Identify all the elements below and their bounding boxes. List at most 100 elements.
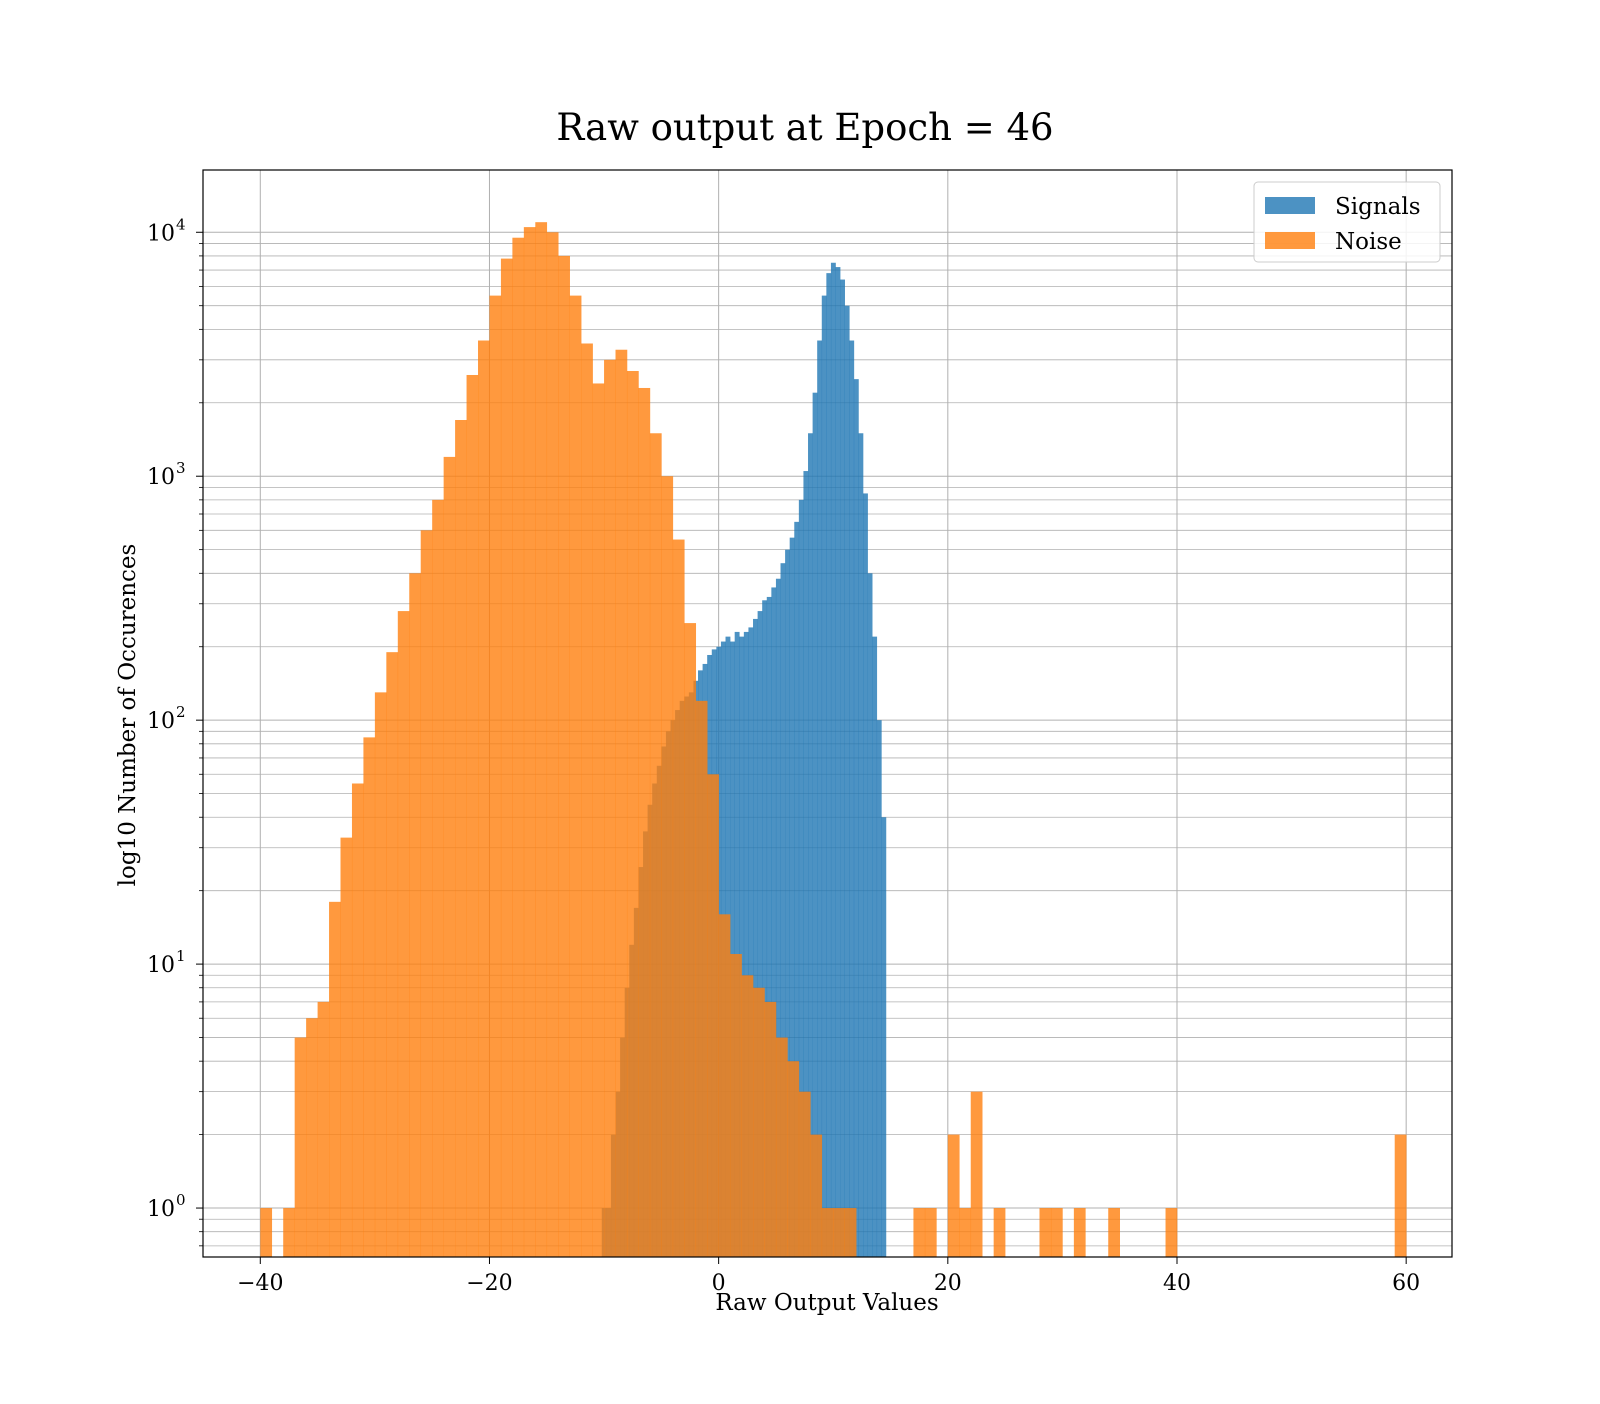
y-tick-label: 10 bbox=[147, 709, 175, 734]
histogram-bar bbox=[858, 433, 864, 1257]
histogram-bar bbox=[821, 1208, 834, 1257]
y-tick-exponent: 3 bbox=[176, 459, 186, 477]
legend-swatch-signals bbox=[1265, 197, 1315, 214]
histogram-bar bbox=[684, 623, 697, 1257]
histogram-bar bbox=[523, 227, 536, 1258]
y-tick-label: 10 bbox=[147, 221, 175, 246]
y-tick-label: 10 bbox=[147, 1197, 175, 1222]
histogram-bar bbox=[753, 987, 765, 1257]
histogram-bar bbox=[794, 521, 800, 1257]
histogram-bar bbox=[844, 1208, 857, 1257]
x-axis-label: Raw Output Values bbox=[715, 1290, 938, 1316]
y-axis-label: log10 Number of Occurences bbox=[115, 544, 141, 887]
legend-label-noise: Noise bbox=[1335, 229, 1402, 255]
histogram-bar bbox=[959, 1208, 972, 1257]
histogram-bar bbox=[947, 1134, 960, 1257]
histogram-bar bbox=[785, 549, 790, 1257]
histogram-bar bbox=[1039, 1208, 1052, 1257]
histogram-bar bbox=[762, 600, 768, 1257]
histogram-bar bbox=[808, 433, 813, 1257]
histogram-bar bbox=[626, 370, 639, 1257]
histogram-bar bbox=[757, 611, 763, 1257]
histogram-bar bbox=[730, 641, 735, 1257]
legend-swatch-noise bbox=[1265, 232, 1315, 249]
histogram-bar bbox=[397, 611, 410, 1257]
histogram-bar bbox=[833, 1208, 845, 1257]
x-tick-label: 20 bbox=[934, 1271, 962, 1296]
histogram-bar bbox=[592, 383, 605, 1257]
histogram-bar bbox=[306, 1018, 318, 1257]
histogram-bar bbox=[753, 618, 758, 1257]
histogram-bar bbox=[810, 1134, 823, 1257]
y-tick-exponent: 2 bbox=[176, 703, 186, 721]
histogram-bar bbox=[649, 433, 662, 1257]
histogram-bar bbox=[558, 255, 570, 1258]
chart-title: Raw output at Epoch = 46 bbox=[556, 106, 1053, 149]
histogram-bar bbox=[638, 387, 651, 1257]
y-tick-exponent: 1 bbox=[176, 947, 186, 965]
histogram-bar bbox=[317, 1001, 330, 1257]
histogram-bar bbox=[787, 1061, 800, 1257]
histogram-bar bbox=[1073, 1208, 1086, 1257]
histogram-bar bbox=[775, 578, 781, 1257]
histogram-bar bbox=[840, 279, 845, 1257]
histogram-bar bbox=[775, 1037, 788, 1257]
histogram-bar bbox=[581, 343, 593, 1258]
histogram-bar bbox=[993, 1208, 1006, 1257]
histogram-bar bbox=[546, 232, 559, 1257]
histogram-bar bbox=[844, 305, 850, 1257]
histogram-bar bbox=[363, 737, 376, 1257]
histogram-bar bbox=[924, 1208, 937, 1257]
histogram-bar bbox=[771, 587, 777, 1257]
histogram-bar bbox=[867, 573, 873, 1257]
histogram-bar bbox=[863, 493, 868, 1257]
x-tick-label: −40 bbox=[237, 1271, 283, 1296]
histogram-bar bbox=[789, 537, 795, 1257]
histogram-bar bbox=[432, 499, 444, 1258]
histogram-bar bbox=[803, 471, 809, 1257]
x-tick-label: 0 bbox=[712, 1271, 726, 1296]
histogram-bar bbox=[748, 627, 754, 1257]
histogram-bar bbox=[351, 783, 364, 1257]
histogram-bar bbox=[695, 700, 708, 1257]
histogram-bar bbox=[535, 222, 548, 1257]
x-tick-label: 60 bbox=[1392, 1271, 1420, 1296]
histogram-bar bbox=[743, 631, 749, 1257]
histogram-bar bbox=[764, 1001, 777, 1257]
histogram-bar bbox=[830, 262, 836, 1257]
legend: Signals Noise bbox=[1253, 181, 1441, 263]
histogram-bar bbox=[741, 975, 754, 1257]
histogram-bar bbox=[294, 1037, 307, 1257]
histogram-bar bbox=[420, 530, 433, 1257]
plot-frame bbox=[202, 169, 1453, 1258]
histogram-bar bbox=[512, 237, 525, 1257]
histogram-bars bbox=[260, 222, 1407, 1258]
histogram-bar bbox=[812, 392, 818, 1257]
histogram-bar bbox=[734, 631, 740, 1257]
histogram-bar bbox=[739, 636, 745, 1257]
y-tick-label: 10 bbox=[147, 953, 175, 978]
histogram-bar bbox=[913, 1208, 926, 1257]
histogram-bar bbox=[386, 652, 399, 1257]
histogram-bar bbox=[849, 340, 855, 1257]
histogram-bar bbox=[730, 954, 742, 1257]
histogram-bar bbox=[329, 901, 341, 1257]
histogram-bar bbox=[798, 499, 804, 1258]
histogram-bar bbox=[1108, 1208, 1120, 1257]
histogram-bar bbox=[409, 573, 422, 1257]
histogram-bar bbox=[1050, 1208, 1063, 1257]
histogram-bar bbox=[374, 692, 387, 1257]
histogram-bar bbox=[478, 340, 490, 1257]
histogram-bar bbox=[780, 563, 786, 1257]
histogram-bar bbox=[466, 374, 479, 1257]
histogram-bar bbox=[970, 1091, 983, 1257]
histogram-bar bbox=[881, 817, 887, 1257]
histogram-bar bbox=[872, 636, 878, 1257]
x-tick-label: −20 bbox=[466, 1271, 512, 1296]
histogram-bar bbox=[260, 1208, 273, 1257]
histogram-bar bbox=[853, 379, 859, 1257]
y-tick-label: 10 bbox=[147, 465, 175, 490]
